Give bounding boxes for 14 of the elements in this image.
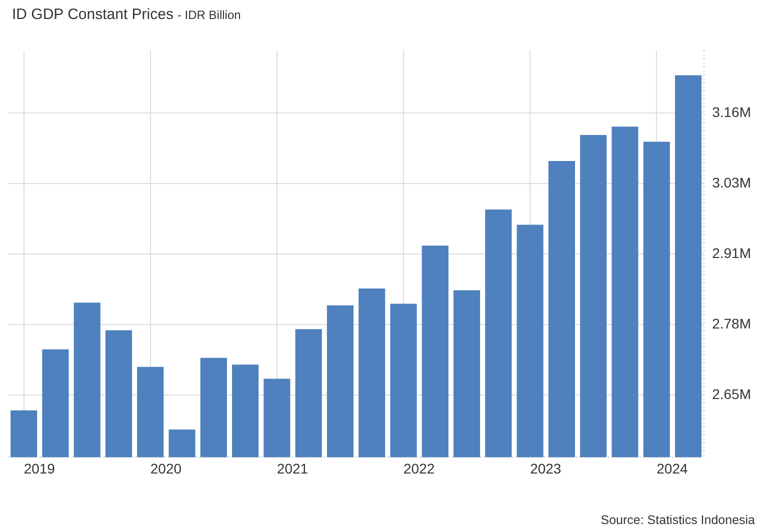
x-tick-label: 2021 — [276, 460, 308, 476]
chart-subtitle: - IDR Billion — [177, 8, 241, 22]
chart-title: ID GDP Constant Prices — [12, 6, 174, 23]
x-tick-label: 2024 — [656, 460, 688, 476]
x-tick-label: 2019 — [24, 460, 56, 476]
y-tick-label: 2.65M — [712, 386, 752, 402]
x-tick-label: 2023 — [530, 460, 562, 476]
y-tick-label: 2.78M — [712, 315, 752, 332]
y-tick-label: 2.91M — [712, 244, 752, 261]
x-tick-label: 2020 — [150, 460, 182, 476]
y-tick-label: 3.16M — [712, 104, 752, 120]
source-note: Source: Statistics Indonesia — [600, 513, 755, 527]
x-tick-label: 2022 — [404, 460, 435, 476]
y-tick-label: 3.03M — [712, 174, 752, 190]
